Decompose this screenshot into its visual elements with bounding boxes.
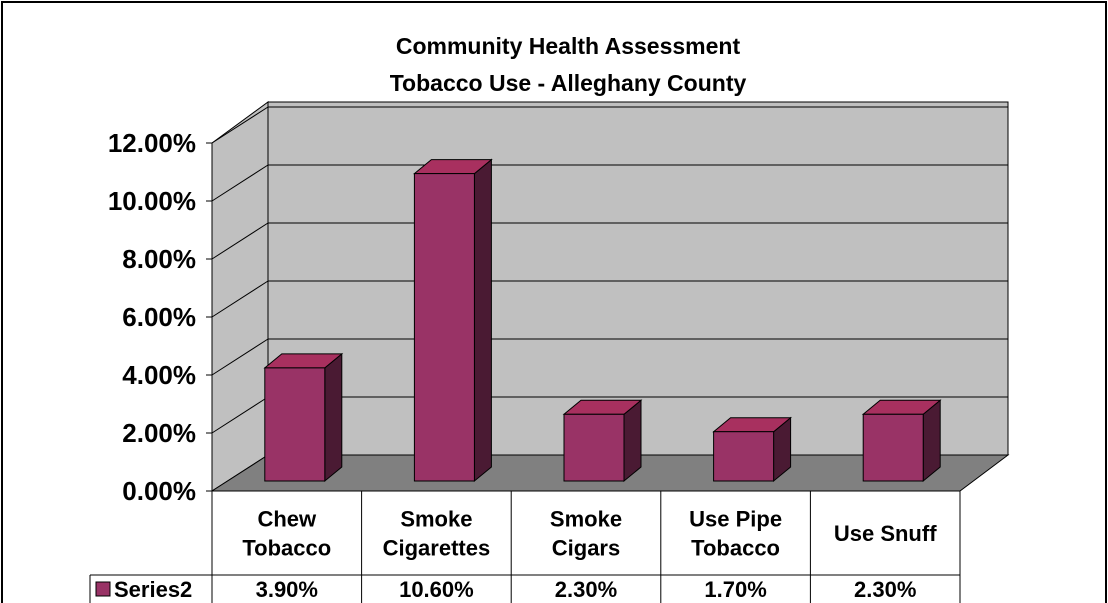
category-label: Smoke <box>400 507 472 532</box>
category-label: Chew <box>257 507 317 532</box>
gridline-side <box>211 396 269 434</box>
category-label: Use Snuff <box>834 521 937 546</box>
gridline-side <box>211 222 269 260</box>
category-label: Smoke <box>550 507 622 532</box>
data-value-label: 2.30% <box>555 577 617 602</box>
bar <box>861 399 942 483</box>
y-tick-label: 6.00% <box>122 302 196 332</box>
category-label: Use Pipe <box>689 507 782 532</box>
bar <box>413 158 493 483</box>
category-label: Tobacco <box>242 536 331 561</box>
bar-front <box>413 173 475 482</box>
gridline-side <box>211 280 269 318</box>
gridline-side <box>211 338 269 376</box>
chart-title-line2: Tobacco Use - Alleghany County <box>390 70 747 96</box>
y-tick-label: 10.00% <box>108 186 196 216</box>
chart-title-line1: Community Health Assessment <box>396 33 741 59</box>
gridline-side <box>211 164 269 202</box>
side-wall <box>211 101 269 492</box>
y-tick-label: 0.00% <box>122 476 196 506</box>
y-tick-label: 2.00% <box>122 418 196 448</box>
legend-key-swatch <box>95 581 111 597</box>
gridline-side <box>211 106 269 144</box>
bar <box>712 416 792 483</box>
bar-front <box>264 367 326 482</box>
bar-front <box>563 413 625 482</box>
bar-side <box>324 352 343 483</box>
data-value-label: 2.30% <box>854 577 916 602</box>
y-tick-label: 4.00% <box>122 360 196 390</box>
y-axis: 0.00% 2.00% 4.00% 6.00% 8.00% 10.00% 12.00% <box>108 128 213 506</box>
data-table: Chew Tobacco Smoke Cigarettes Smoke Cigars Use… <box>89 491 961 603</box>
gridlines <box>211 106 1008 434</box>
y-tick-label: 12.00% <box>108 128 196 158</box>
bar <box>263 352 344 483</box>
y-tick-label: 8.00% <box>122 244 196 274</box>
bar-front <box>713 431 775 482</box>
category-label: Cigarettes <box>383 536 491 561</box>
back-wall <box>267 101 1009 456</box>
bar-front <box>862 413 924 482</box>
category-label: Tobacco <box>691 536 780 561</box>
bar-side <box>473 158 492 483</box>
data-value-label: 3.90% <box>256 577 318 602</box>
data-value-label: 1.70% <box>704 577 766 602</box>
category-label: Cigars <box>552 536 620 561</box>
bar <box>562 399 643 483</box>
bars <box>263 158 942 483</box>
data-value-label: 10.60% <box>399 577 474 602</box>
series-name-label: Series2 <box>114 577 192 602</box>
